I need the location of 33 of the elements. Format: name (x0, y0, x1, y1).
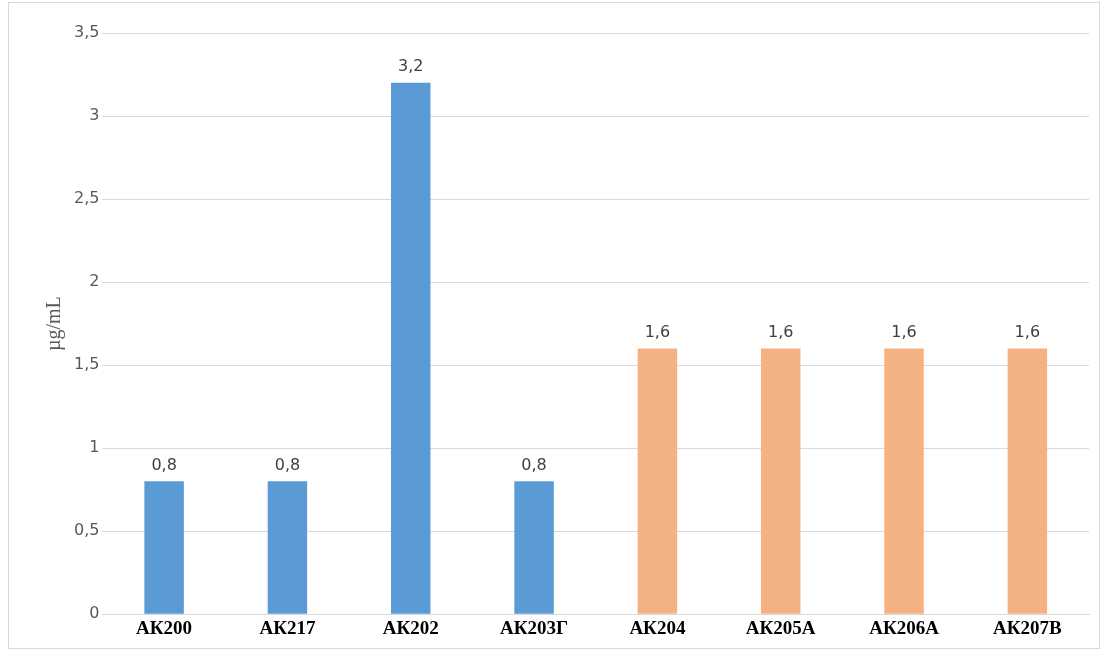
y-tick-label: 2,5 (73, 188, 100, 208)
x-tick-label: АК200 (136, 616, 193, 638)
bar (391, 82, 431, 614)
y-tick-label: 3 (89, 105, 100, 125)
bar (637, 348, 678, 614)
bar (884, 348, 924, 614)
x-tick-label: АК205А (745, 616, 816, 638)
x-tick-label: АК207В (993, 616, 1062, 638)
data-label: 1,6 (644, 321, 671, 341)
y-tick-label: 0 (89, 603, 100, 623)
x-tick-label: АК203Г (500, 616, 569, 638)
x-tick-label: АК217 (259, 616, 316, 638)
data-label: 0,8 (521, 454, 547, 474)
bar (267, 481, 308, 614)
y-tick-label: 2 (89, 271, 100, 291)
y-tick-label: 1 (89, 437, 100, 457)
x-tick-label: АК204 (629, 616, 686, 638)
data-label: 1,6 (1014, 321, 1041, 341)
bar (1007, 348, 1048, 614)
data-label: 1,6 (891, 321, 917, 341)
y-tick-label: 3,5 (73, 22, 100, 42)
x-tick-label: АК206А (869, 616, 940, 638)
y-tick-label: 0,5 (73, 520, 100, 540)
y-tick-label: 1,5 (73, 354, 100, 374)
bar (144, 481, 184, 614)
bar (514, 481, 554, 614)
y-axis-title: µg/mL (42, 296, 66, 352)
x-tick-label: АК202 (382, 616, 439, 638)
bar (760, 348, 801, 614)
data-label: 0,8 (151, 454, 177, 474)
data-label: 0,8 (274, 454, 301, 474)
data-label: 1,6 (767, 321, 794, 341)
data-label: 3,2 (398, 55, 424, 75)
